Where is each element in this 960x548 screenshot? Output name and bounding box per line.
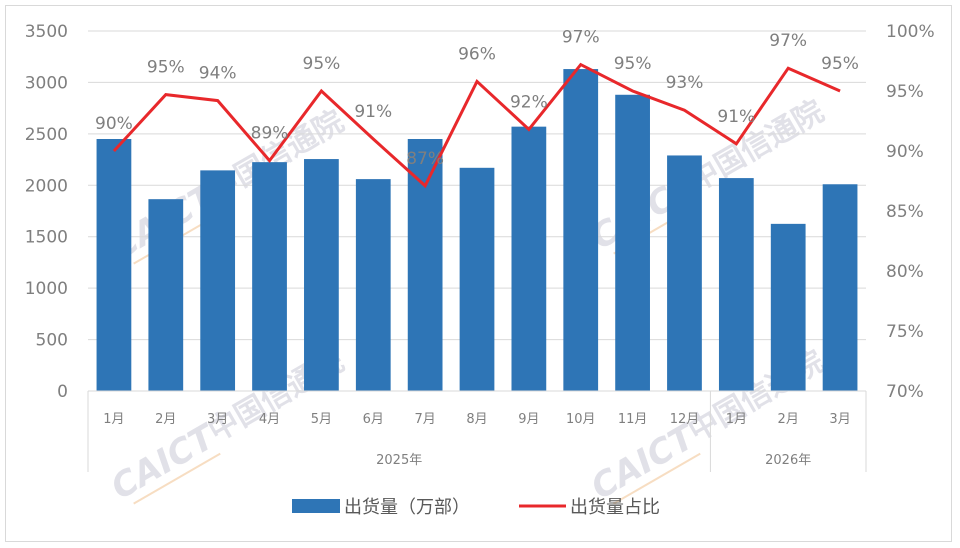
bar: [252, 162, 287, 391]
line-data-label: 89%: [251, 124, 289, 144]
line-data-labels: 90% 95% 94% 89% 95% 91% 87% 96% 92% 97% 95% 93% 91% 9…: [95, 28, 859, 169]
left-axis-tick: 2500: [25, 125, 68, 145]
bar: [96, 139, 132, 391]
line-data-label: 91%: [354, 102, 392, 122]
right-axis: 70% 75% 80% 85% 90% 95% 100%: [886, 22, 935, 402]
x-axis-category: 7月: [414, 412, 435, 427]
bar: [563, 69, 599, 392]
right-axis-tick: 85%: [886, 202, 924, 222]
line-data-label: 96%: [458, 44, 496, 64]
x-axis-category: 11月: [618, 412, 648, 427]
x-axis-category: 12月: [670, 412, 700, 427]
x-axis-category: 6月: [363, 412, 384, 427]
x-axis-category: 8月: [466, 412, 487, 427]
legend-bar-swatch: [292, 499, 340, 513]
x-axis-category: 3月: [207, 412, 228, 427]
x-axis-category: 1月: [726, 412, 747, 427]
svg-text:中国信通院: 中国信通院: [682, 344, 829, 449]
x-axis-group-label: 2025年: [376, 453, 422, 468]
x-axis-group-label: 2026年: [765, 453, 811, 468]
line-data-label: 95%: [147, 58, 185, 78]
line-data-label: 92%: [510, 92, 548, 112]
left-axis-tick: 0: [57, 382, 68, 402]
x-axis-category: 2月: [155, 412, 176, 427]
bar: [407, 139, 443, 391]
line-data-label: 90%: [95, 114, 133, 134]
bar: [822, 184, 858, 391]
bar: [615, 94, 650, 392]
left-axis-tick: 3000: [25, 73, 68, 93]
bar: [511, 126, 547, 392]
line-data-label: 94%: [199, 64, 237, 84]
x-axis-category: 5月: [311, 412, 332, 427]
x-axis-category: 9月: [518, 412, 539, 427]
legend-line-label: 出货量占比: [570, 497, 660, 518]
bar: [667, 155, 702, 391]
line-data-label: 87%: [406, 149, 444, 169]
right-axis-tick: 70%: [886, 382, 924, 402]
line-data-label: 95%: [303, 54, 341, 74]
right-axis-tick: 90%: [886, 142, 924, 162]
bar: [718, 178, 754, 391]
line-data-label: 93%: [666, 73, 704, 93]
x-axis-category: 10月: [566, 412, 596, 427]
left-axis-tick: 3500: [25, 22, 68, 42]
right-axis-tick: 80%: [886, 262, 924, 282]
svg-text:中国信通院: 中国信通院: [682, 94, 829, 199]
x-axis-category: 1月: [103, 412, 124, 427]
bar-series: [96, 69, 858, 392]
x-axis: 1月 2月 3月 4月 5月 6月 7月 8月 9月 10月 11月 12月 1月 2月 3月 2025年 20…: [87, 390, 867, 472]
line-data-label: 91%: [717, 107, 755, 127]
legend-bar-label: 出货量（万部）: [344, 497, 470, 518]
line-data-label: 95%: [821, 54, 859, 74]
bar: [148, 199, 184, 391]
bar: [770, 223, 806, 391]
left-axis-tick: 2000: [25, 176, 68, 196]
line-data-label: 97%: [562, 28, 600, 48]
x-axis-category: 3月: [829, 412, 850, 427]
left-axis-tick: 500: [36, 331, 68, 351]
right-axis-tick: 100%: [886, 22, 935, 42]
legend: 出货量（万部） 出货量占比: [292, 497, 660, 518]
bar: [200, 170, 236, 391]
left-axis-tick: 1000: [25, 279, 68, 299]
line-data-label: 95%: [614, 54, 652, 74]
right-axis-tick: 95%: [886, 82, 924, 102]
bar: [459, 167, 495, 391]
share-line: [112, 62, 841, 189]
line-series: [112, 62, 841, 189]
left-axis: 0 500 1000 1500 2000 2500 3000 3500: [25, 22, 68, 402]
right-axis-tick: 75%: [886, 322, 924, 342]
x-axis-category: 4月: [259, 412, 280, 427]
line-data-label: 97%: [769, 31, 807, 51]
bar: [304, 159, 339, 391]
left-axis-tick: 1500: [25, 228, 68, 248]
x-axis-category: 2月: [778, 412, 799, 427]
bar: [355, 179, 391, 391]
